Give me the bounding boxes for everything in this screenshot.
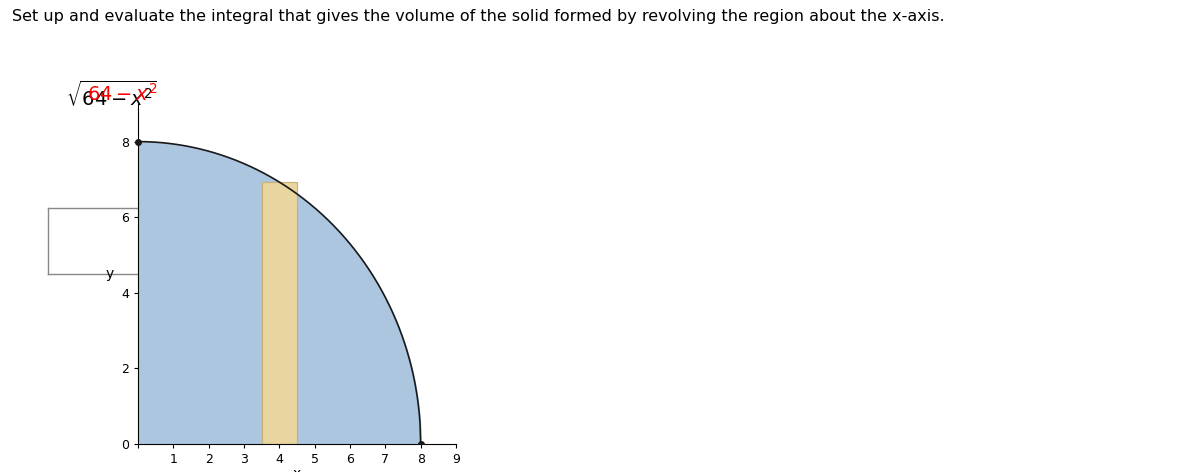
Text: $\sqrt{64 - x^2}$: $\sqrt{64 - x^2}$ (66, 80, 157, 110)
Text: Set up and evaluate the integral that gives the volume of the solid formed by re: Set up and evaluate the integral that gi… (12, 9, 944, 25)
Text: $64 - x^2$: $64 - x^2$ (88, 83, 157, 104)
X-axis label: x: x (293, 467, 301, 472)
Y-axis label: y: y (106, 267, 114, 281)
Bar (262, 182, 296, 444)
